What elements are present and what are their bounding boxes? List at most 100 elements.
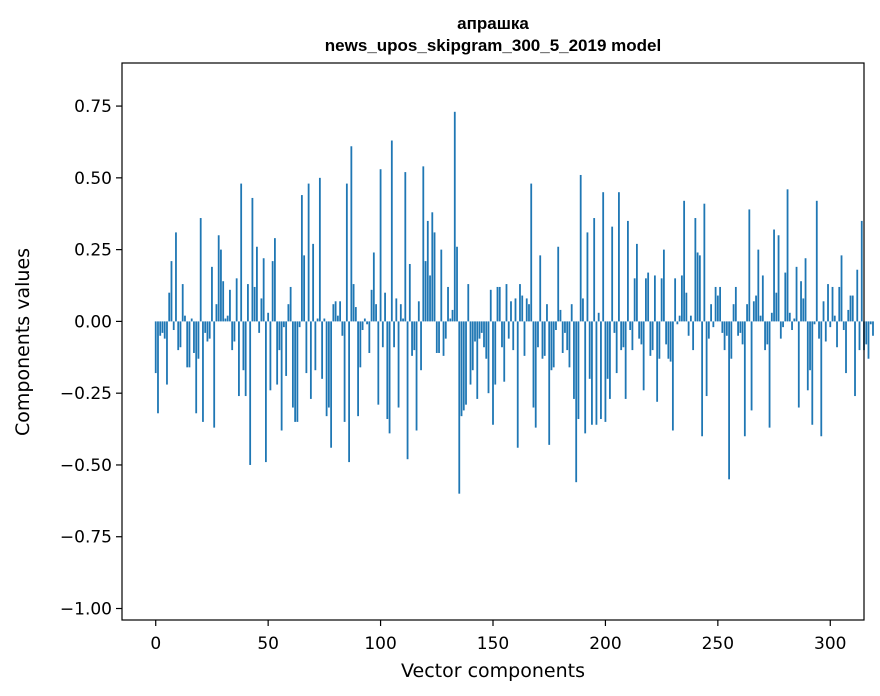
bar — [746, 304, 748, 322]
bar — [220, 249, 222, 322]
bar — [489, 289, 492, 322]
bar — [278, 321, 281, 351]
bar — [710, 304, 712, 322]
bar — [336, 315, 339, 322]
bar — [759, 315, 762, 322]
bar — [303, 255, 306, 322]
bar — [676, 321, 679, 325]
bar — [822, 301, 825, 322]
bar — [350, 146, 353, 322]
bar — [665, 321, 668, 345]
bar — [692, 321, 695, 351]
bar — [175, 232, 177, 322]
bar — [213, 321, 216, 428]
plot-frame — [121, 62, 865, 621]
bar — [791, 321, 793, 331]
bar — [238, 321, 240, 397]
y-tick-label: −1.00 — [60, 600, 112, 620]
bar — [734, 286, 737, 322]
bar — [840, 255, 843, 322]
bar — [265, 321, 267, 463]
bar — [836, 321, 838, 348]
bar — [291, 321, 294, 408]
bar — [658, 321, 661, 359]
bar — [534, 321, 537, 428]
bar — [188, 321, 191, 368]
y-tick-label: 0.75 — [74, 97, 112, 117]
bar — [305, 321, 308, 374]
bar — [566, 321, 569, 351]
x-tick-label: 50 — [257, 634, 279, 654]
bar — [707, 321, 710, 339]
bar — [516, 321, 519, 448]
bar — [638, 321, 641, 339]
bar — [602, 192, 605, 322]
bar — [289, 286, 292, 322]
bar — [312, 243, 315, 322]
y-tick-label: −0.25 — [60, 384, 112, 404]
bar — [372, 252, 375, 322]
bar — [217, 235, 220, 322]
y-axis-ticks: −1.00 −0.75 −0.50 −0.25 0.00 0.25 0.50 0.75 — [60, 97, 122, 620]
bar — [339, 301, 341, 322]
bar — [195, 321, 198, 414]
bar — [460, 321, 463, 417]
bar — [402, 318, 404, 322]
bar — [179, 321, 182, 348]
bar — [503, 321, 506, 382]
bar — [161, 321, 164, 333]
bar — [829, 321, 832, 328]
bar — [633, 278, 636, 322]
bar — [280, 321, 283, 431]
bar — [530, 183, 533, 322]
bar — [440, 249, 443, 322]
bar — [298, 321, 301, 328]
bar — [546, 304, 548, 322]
bar-series — [154, 111, 874, 494]
bar — [260, 298, 263, 322]
bar — [422, 166, 425, 322]
bar — [689, 315, 692, 322]
bar — [341, 321, 344, 336]
bar — [498, 286, 501, 322]
bar — [743, 321, 746, 437]
bar — [548, 321, 551, 445]
bar — [417, 301, 420, 322]
bar — [685, 292, 688, 322]
bar — [757, 249, 760, 322]
bar — [579, 174, 582, 322]
bar — [388, 321, 391, 434]
bar — [622, 321, 625, 348]
chart-title: апрашка — [457, 14, 529, 33]
bar — [813, 321, 816, 325]
bar — [561, 321, 564, 353]
bar — [667, 321, 670, 359]
bar — [674, 278, 677, 322]
bar — [777, 235, 780, 322]
bar — [671, 321, 674, 431]
bar — [752, 301, 755, 322]
bar — [222, 281, 225, 322]
bar — [323, 318, 326, 322]
bar — [258, 321, 261, 333]
bar — [390, 140, 393, 322]
bar — [851, 295, 854, 322]
bar — [577, 321, 580, 420]
x-tick-label: 200 — [589, 634, 621, 654]
bar — [593, 218, 596, 322]
bar — [368, 321, 371, 353]
bar — [332, 304, 335, 322]
bar — [698, 255, 701, 322]
bar — [226, 315, 229, 322]
bar — [345, 183, 348, 322]
bar — [784, 272, 787, 322]
bar — [343, 321, 346, 422]
y-tick-label: 0.00 — [74, 312, 112, 332]
bar — [451, 309, 454, 322]
bar — [397, 321, 400, 408]
x-tick-label: 150 — [477, 634, 509, 654]
bar — [184, 315, 186, 322]
bar — [678, 315, 681, 322]
bar — [586, 232, 589, 322]
bar — [438, 321, 440, 353]
